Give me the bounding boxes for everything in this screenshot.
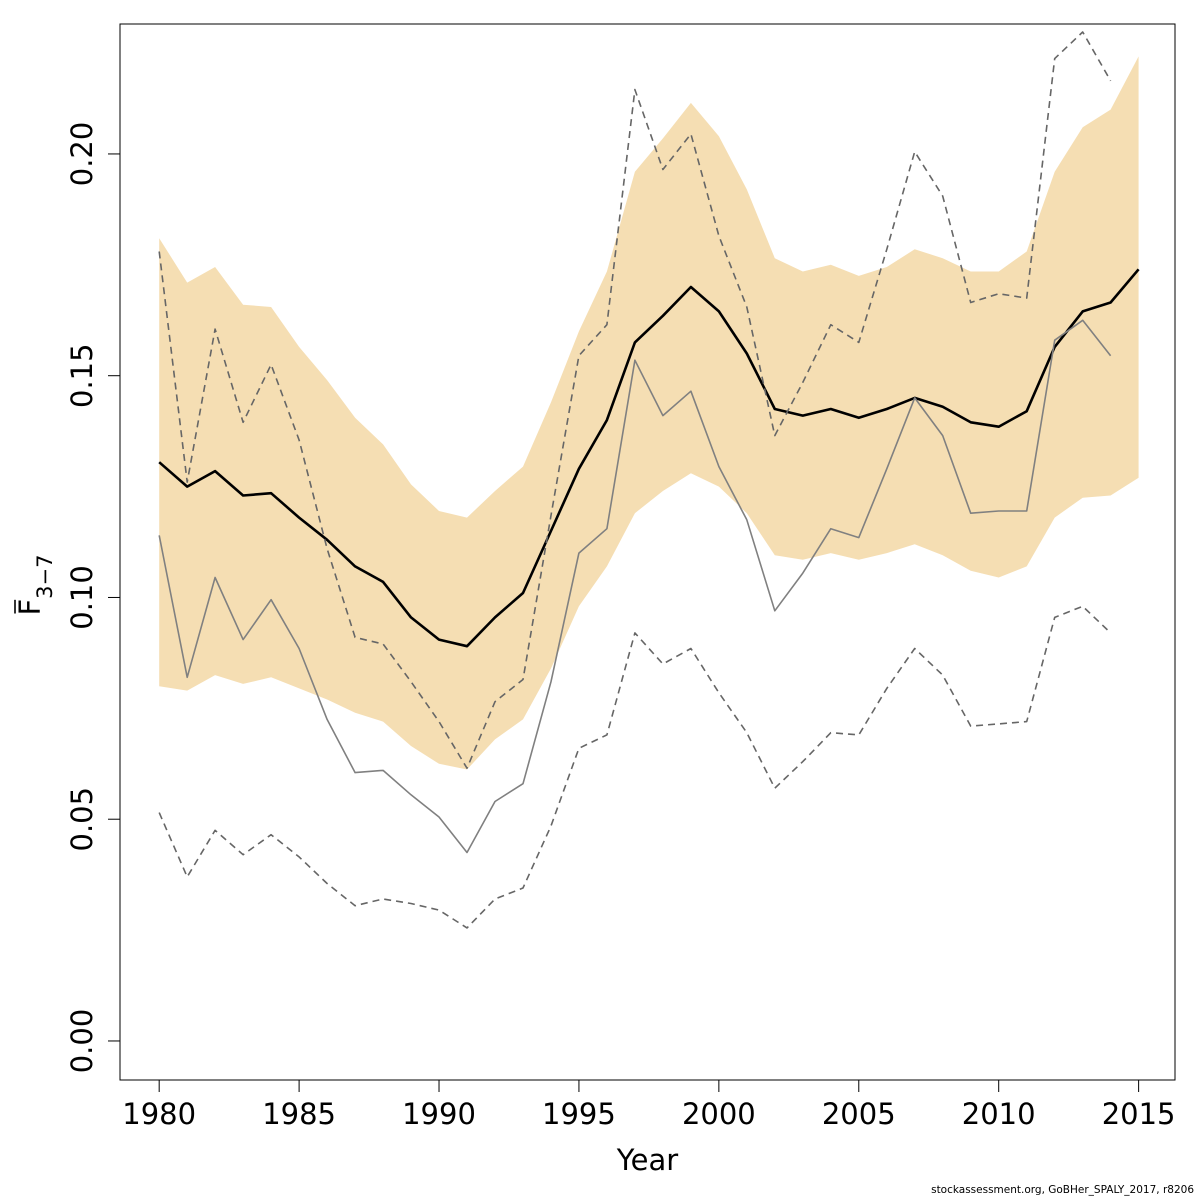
- y-tick-label: 0.15: [65, 343, 99, 408]
- y-axis-title-text: F3−7: [13, 554, 57, 615]
- y-tick-label: 0.05: [65, 787, 99, 852]
- series-layer: [158, 31, 1140, 929]
- x-tick-label: 2010: [962, 1097, 1036, 1131]
- confidence-band-layer: [159, 56, 1139, 770]
- confidence-band: [159, 56, 1139, 770]
- y-axis: 0.00 0.05 0.10 0.15 0.20: [65, 122, 121, 1074]
- y-tick-label: 0.10: [65, 565, 99, 630]
- x-tick-label: 2015: [1102, 1097, 1176, 1131]
- x-tick-label: 2000: [682, 1097, 756, 1131]
- x-tick-label: 1995: [542, 1097, 616, 1131]
- x-tick-label: 2005: [822, 1097, 896, 1131]
- x-tick-label: 1985: [262, 1097, 336, 1131]
- y-axis-title: F3−7: [13, 554, 57, 615]
- y-axis-title-main: F: [13, 599, 47, 616]
- y-tick-label: 0.20: [65, 122, 99, 187]
- x-axis: 1980 1985 1990 1995 2000 2005 2010 2015: [122, 1079, 1176, 1131]
- retrospective-line: [158, 319, 1112, 854]
- x-axis-title: Year: [616, 1143, 678, 1177]
- x-tick-label: 1980: [122, 1097, 196, 1131]
- y-tick-label: 0.00: [65, 1009, 99, 1074]
- estimate-line: [158, 268, 1140, 648]
- credit-text: stockassessment.org, GoBHer_SPALY_2017, …: [931, 1184, 1194, 1196]
- retrospective-lower-line: [158, 605, 1112, 929]
- x-tick-label: 1990: [402, 1097, 476, 1131]
- retrospective-upper-line: [158, 31, 1112, 770]
- y-axis-title-subscript: 3−7: [33, 554, 57, 598]
